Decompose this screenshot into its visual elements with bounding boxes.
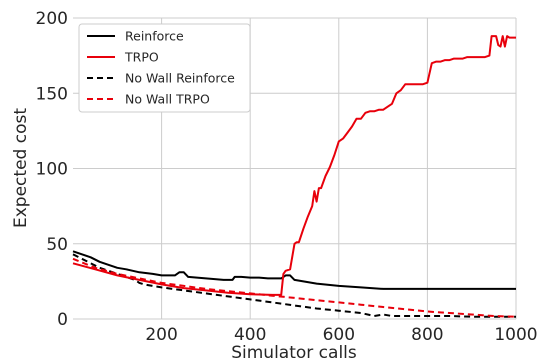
series-line-3: [72, 253, 516, 318]
series-line-4: [72, 257, 517, 318]
series-line-2: [72, 35, 516, 296]
legend-label: No Wall TRPO: [125, 92, 210, 107]
x-tick-label: 600: [323, 325, 355, 345]
y-tick-labels: 0 50 100 150 200: [36, 9, 68, 330]
y-tick-label: 150: [36, 84, 68, 104]
legend-label: No Wall Reinforce: [125, 71, 235, 86]
x-tick-labels: 200 400 600 800 1000: [145, 325, 537, 345]
y-axis-label: Expected cost: [11, 108, 31, 228]
x-axis-label: Simulator calls: [231, 343, 357, 362]
y-tick-label: 0: [57, 310, 68, 330]
x-tick-label: 200: [145, 325, 177, 345]
legend-frame: [78, 23, 251, 113]
x-tick-label: 400: [234, 325, 266, 345]
legend-label: TRPO: [124, 50, 159, 65]
y-tick-label: 100: [36, 160, 68, 180]
legend: Reinforce TRPO No Wall Reinforce No Wall TR…: [78, 23, 251, 113]
x-tick-label: 1000: [494, 325, 537, 345]
x-tick-label: 800: [411, 325, 443, 345]
series-lines: [72, 35, 517, 318]
series-line-1: [72, 250, 516, 290]
y-tick-label: 200: [36, 9, 68, 29]
legend-label: Reinforce: [125, 29, 184, 44]
y-tick-label: 50: [46, 235, 68, 255]
